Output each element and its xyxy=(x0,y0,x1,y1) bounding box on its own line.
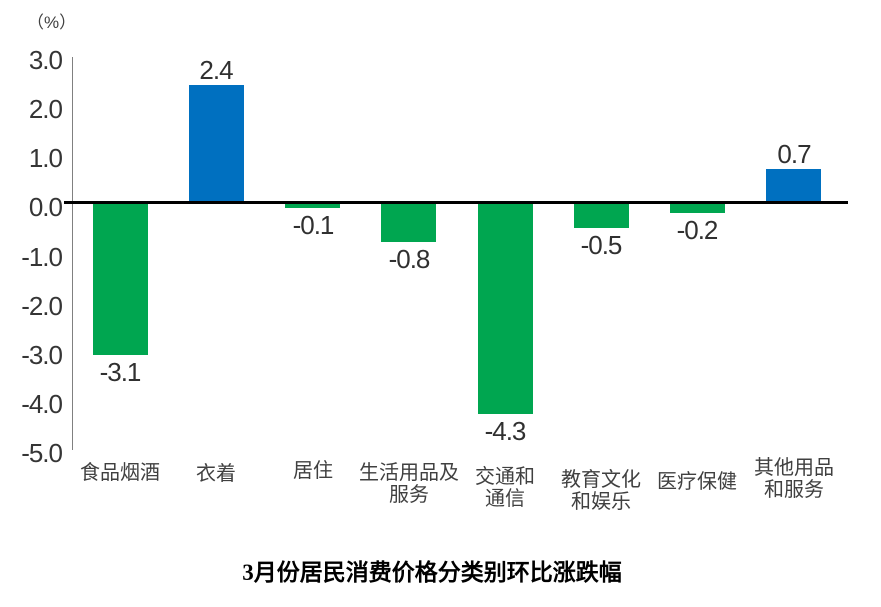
bar-value-label: 0.7 xyxy=(777,139,811,169)
y-axis-tick-label: -4.0 xyxy=(21,388,63,419)
y-axis-tick-label: -5.0 xyxy=(21,438,63,468)
y-axis-line xyxy=(72,57,73,450)
bar xyxy=(766,169,821,203)
bar-value-label: 2.4 xyxy=(199,55,233,85)
chart-title: 3月份居民消费价格分类别环比涨跌幅 xyxy=(242,560,622,585)
x-axis-category-label: 和服务 xyxy=(764,479,824,501)
x-axis-category-label: 衣着 xyxy=(196,463,236,485)
bar-value-label: -3.1 xyxy=(99,357,142,387)
x-axis-category-label: 服务 xyxy=(389,484,429,506)
y-axis-tick-label: 1.0 xyxy=(28,143,63,174)
x-axis-category-label: 生活用品及 xyxy=(359,462,459,484)
y-axis-tick-label: -1.0 xyxy=(21,241,63,272)
bar-value-label: -4.3 xyxy=(484,416,527,446)
bar-value-label: -0.5 xyxy=(580,230,623,260)
bar xyxy=(189,85,244,203)
bar xyxy=(381,203,436,242)
x-axis-category-label: 和娱乐 xyxy=(571,491,631,513)
bar-value-label: -0.1 xyxy=(292,210,335,240)
x-axis-category-label: 交通和 xyxy=(475,466,535,488)
bar xyxy=(93,203,148,355)
x-axis-category-label: 食品烟酒 xyxy=(80,462,160,484)
y-axis-tick-label: 2.0 xyxy=(28,94,63,125)
x-axis-category-label: 通信 xyxy=(485,488,525,510)
axis-unit-label: （%） xyxy=(27,13,77,32)
bar xyxy=(670,203,725,213)
x-axis-category-label: 医疗保健 xyxy=(657,471,737,493)
y-axis-tick-label: 0.0 xyxy=(28,192,63,223)
x-axis-category-label: 教育文化 xyxy=(561,469,641,491)
bar xyxy=(478,203,533,414)
y-axis-tick-label: -2.0 xyxy=(21,290,63,321)
bar xyxy=(574,203,629,228)
y-axis-tick-label: 3.0 xyxy=(28,45,63,75)
bar-value-label: -0.2 xyxy=(676,215,719,245)
zero-axis-line xyxy=(64,201,848,204)
x-axis-category-label: 居住 xyxy=(293,460,333,482)
bar xyxy=(285,203,340,208)
y-axis-tick-label: -3.0 xyxy=(21,339,63,370)
x-axis-category-label: 其他用品 xyxy=(754,457,834,479)
bar-value-label: -0.8 xyxy=(388,244,431,274)
